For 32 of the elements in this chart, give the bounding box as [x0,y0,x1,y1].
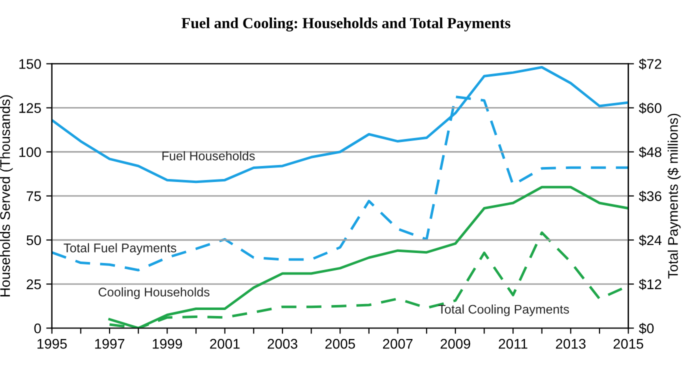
chart-title: Fuel and Cooling: Households and Total Payments [182,18,510,32]
y2-tick-label: $0 [638,322,654,334]
y2-tick-label: $36 [638,190,662,202]
y-tick-label: 125 [19,103,41,113]
x-tick-label: 1995 [38,338,67,349]
x-tick-label: 2001 [210,338,240,349]
y2-tick-label: $12 [638,278,662,290]
y-tick-label: 150 [19,59,41,69]
x-tick-label: 1997 [95,338,124,349]
x-tick-label: 2011 [498,338,528,349]
series-label: Total Fuel Payments [64,243,176,255]
x-tick-label: 2015 [614,338,644,349]
y-axis-title: Households Served (Thousands) [0,95,13,296]
y-tick-label: 0 [34,323,41,334]
y2-axis-title: Total Payments ($ millions) [667,114,681,279]
y-tick-label: 25 [26,279,41,290]
x-tick-label: 2009 [440,338,470,349]
x-tick-label: 1999 [152,338,182,349]
series-label: Cooling Households [98,287,210,299]
y2-tick-label: $24 [638,234,662,246]
y-tick-label: 75 [26,191,41,202]
y-tick-label: 100 [19,147,41,158]
y2-tick-label: $60 [638,102,662,114]
x-tick-label: 2007 [383,338,413,349]
y2-tick-label: $48 [638,146,662,158]
y-tick-label: 50 [26,235,41,246]
x-tick-label: 2013 [556,338,586,349]
y2-tick-label: $72 [638,58,662,70]
x-tick-label: 2003 [268,338,298,349]
series-label: Fuel Households [162,151,255,160]
x-tick-label: 2005 [325,338,355,349]
series-label: Total Cooling Payments [438,304,569,316]
